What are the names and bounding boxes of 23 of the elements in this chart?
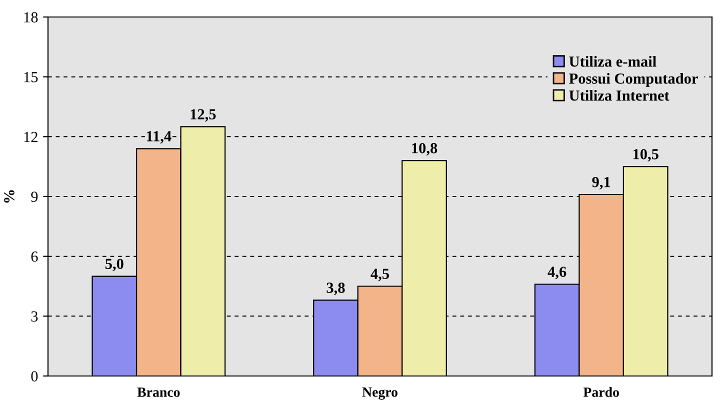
data-label: 10,8 — [412, 143, 438, 156]
y-tick-label: 0 — [31, 371, 38, 382]
x-tick-label: Negro — [362, 388, 398, 400]
data-label: 4,5 — [370, 268, 389, 282]
data-label: 9,1 — [592, 176, 610, 190]
y-tick-label: 6 — [31, 252, 38, 262]
legend-label: Possui Computador — [569, 72, 698, 87]
y-tick-label: 15 — [24, 72, 38, 82]
y-tick-label: 18 — [24, 12, 38, 22]
data-label: 10,5 — [633, 149, 658, 162]
x-tick-label: Branco — [137, 388, 180, 397]
data-label: 5,0 — [105, 258, 124, 272]
data-label: 3,8 — [326, 282, 345, 296]
data-label: 4,6 — [548, 266, 566, 280]
y-axis-title: % — [4, 190, 14, 203]
y-tick-label: 9 — [31, 192, 38, 202]
data-label: 11,4 — [146, 131, 172, 144]
data-label: 12,5 — [190, 109, 216, 122]
y-tick-label: 12 — [24, 132, 38, 142]
y-tick-label: 3 — [31, 311, 38, 322]
legend-label: Utiliza e-mail — [569, 56, 656, 67]
x-tick-label: Pardo — [583, 387, 619, 397]
legend-label: Utiliza Internet — [569, 90, 670, 101]
